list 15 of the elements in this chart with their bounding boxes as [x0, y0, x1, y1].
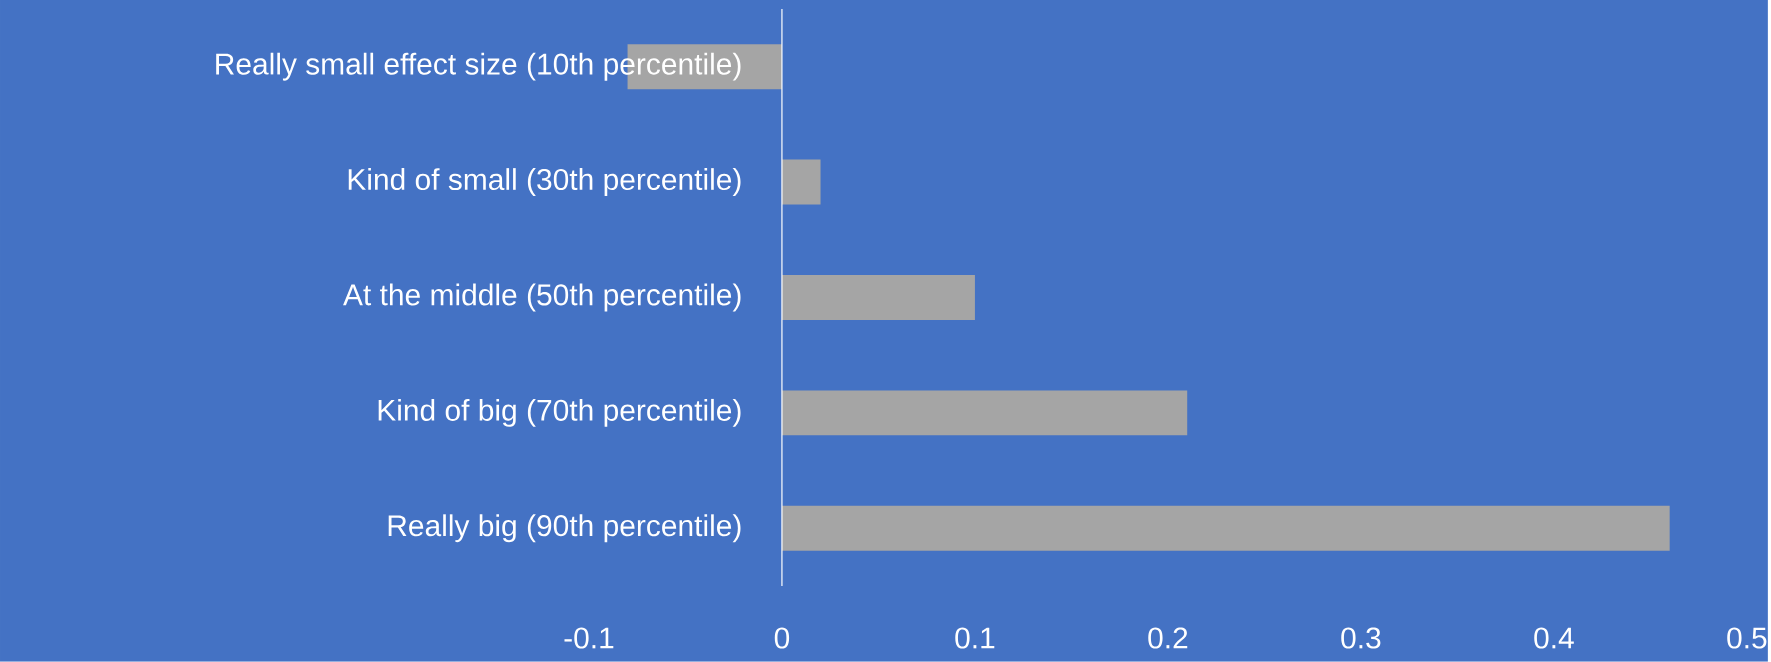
- x-tick-label: -0.1: [564, 627, 614, 649]
- y-tick-label: At the middle (50th percentile): [343, 283, 741, 312]
- y-tick-label: Kind of small (30th percentile): [348, 168, 741, 197]
- bar: [781, 275, 975, 321]
- y-tick-label: Kind of big (70th percentile): [378, 399, 741, 427]
- bar: [781, 159, 821, 205]
- x-tick-label: 0.4: [1534, 627, 1574, 649]
- x-tick-label: 0: [774, 627, 790, 649]
- x-tick-label: 0.5: [1727, 627, 1767, 649]
- x-tick-label: 0.3: [1341, 627, 1381, 649]
- bar: [781, 505, 1670, 551]
- bar: [781, 390, 1188, 436]
- x-tick-label: 0.1: [955, 627, 995, 649]
- y-tick-label: Really big (90th percentile): [388, 514, 741, 543]
- x-tick-label: 0.2: [1148, 627, 1188, 649]
